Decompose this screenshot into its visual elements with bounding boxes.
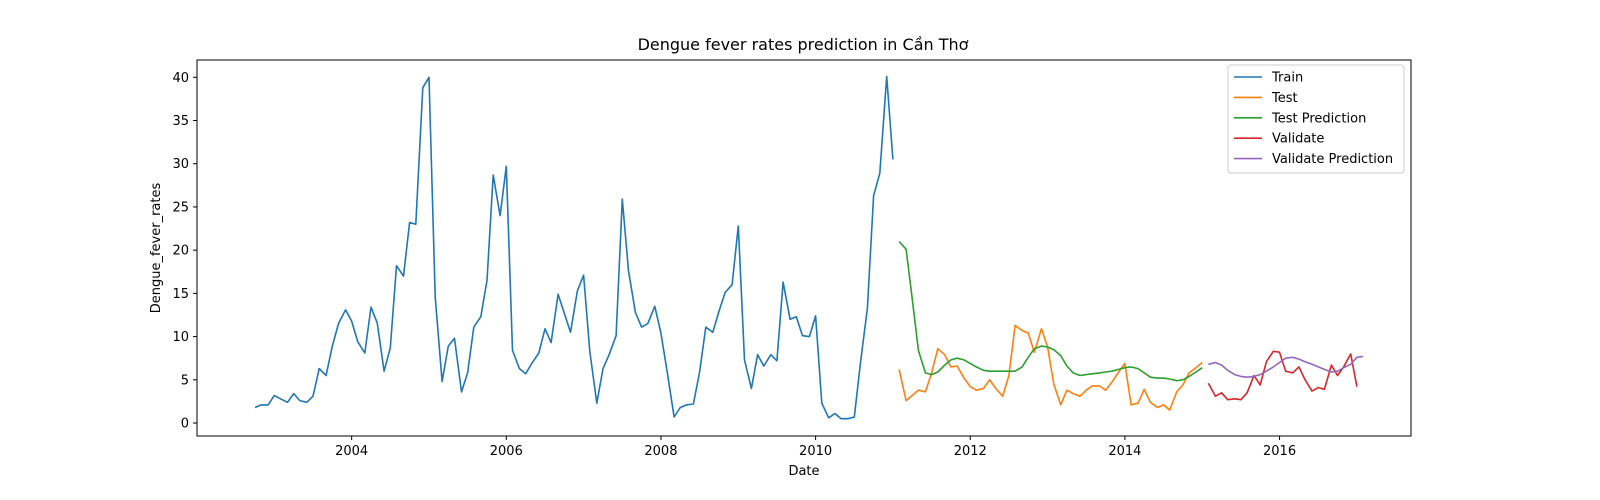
x-tick-label: 2004: [335, 444, 368, 459]
x-tick-label: 2012: [954, 444, 987, 459]
x-tick-label: 2014: [1108, 444, 1141, 459]
series-line-validate-prediction: [1208, 355, 1364, 379]
legend-label-test: Test: [1271, 91, 1298, 106]
y-tick-label: 40: [172, 71, 189, 86]
y-tick-label: 0: [181, 417, 189, 432]
x-axis-label: Date: [788, 464, 819, 479]
y-tick-label: 10: [172, 330, 189, 345]
y-axis: 0 5 10 15 20 25 30 35 40: [172, 71, 197, 432]
series-line-test-prediction: [898, 240, 1203, 382]
legend-label-train: Train: [1271, 71, 1303, 86]
legend-label-validate-prediction: Validate Prediction: [1272, 152, 1393, 167]
legend: Train Test Test Prediction Validate Validate…: [1227, 64, 1405, 174]
legend-label-validate: Validate: [1272, 132, 1324, 147]
series-line-validate: [1207, 350, 1358, 401]
y-tick-label: 5: [181, 373, 189, 388]
legend-label-test-prediction: Test Prediction: [1271, 111, 1366, 126]
plot-frame: [196, 59, 1412, 437]
plot-area: [254, 75, 1364, 420]
chart-title: Dengue fever rates prediction in Cần Thơ: [638, 35, 969, 54]
y-tick-label: 25: [172, 200, 189, 215]
x-tick-label: 2008: [644, 444, 677, 459]
x-tick-label: 2016: [1263, 444, 1296, 459]
x-tick-label: 2006: [490, 444, 523, 459]
y-tick-label: 20: [172, 244, 189, 259]
legend-box: [1227, 64, 1405, 174]
y-tick-label: 35: [172, 114, 189, 129]
series-line-test: [898, 324, 1203, 411]
y-tick-label: 15: [172, 287, 189, 302]
y-tick-label: 30: [172, 157, 189, 172]
y-axis-label: Dengue_fever_rates: [149, 183, 164, 314]
x-tick-label: 2010: [799, 444, 832, 459]
x-axis: 2004 2006 2008 2010 2012 2014 2016: [335, 436, 1296, 459]
series-line-train: [254, 75, 894, 420]
